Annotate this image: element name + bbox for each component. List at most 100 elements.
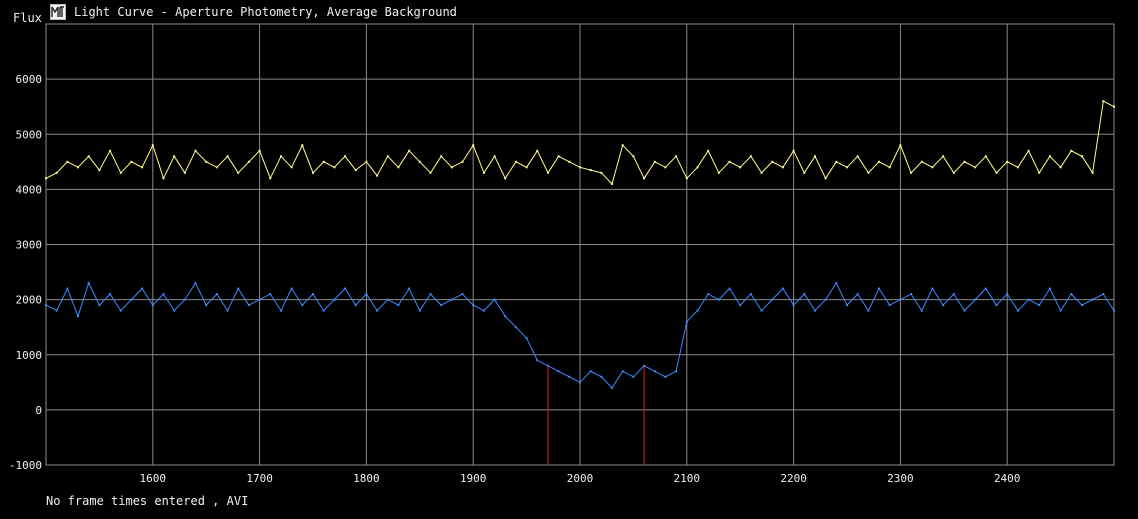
- data-point: [1016, 166, 1019, 169]
- data-point: [472, 304, 475, 307]
- data-point: [525, 337, 528, 340]
- x-tick-label: 2100: [674, 472, 701, 485]
- data-point: [621, 144, 624, 147]
- data-point: [600, 375, 603, 378]
- data-point: [237, 287, 240, 290]
- data-point: [1027, 298, 1030, 301]
- x-tick-label: 1900: [460, 472, 487, 485]
- data-point: [942, 304, 945, 307]
- data-point: [1081, 155, 1083, 158]
- data-point: [130, 298, 133, 301]
- data-point: [55, 171, 58, 174]
- data-point: [867, 171, 870, 174]
- data-point: [664, 166, 667, 169]
- data-point: [162, 177, 165, 180]
- window-title: Light Curve - Aperture Photometry, Avera…: [74, 5, 457, 19]
- data-point: [995, 304, 998, 307]
- data-point: [611, 386, 613, 389]
- data-point: [984, 155, 987, 158]
- data-point: [910, 293, 913, 296]
- data-point: [771, 298, 774, 301]
- app-icon: [50, 4, 66, 20]
- data-point: [557, 370, 560, 373]
- data-point: [846, 166, 848, 169]
- data-point: [952, 293, 955, 296]
- data-point: [514, 326, 517, 329]
- x-tick-label: 1800: [353, 472, 380, 485]
- data-point: [493, 298, 496, 301]
- data-point: [685, 320, 688, 323]
- data-point: [183, 298, 186, 301]
- data-point: [301, 304, 304, 307]
- data-point: [1091, 171, 1094, 174]
- data-point: [931, 287, 934, 290]
- data-point: [749, 155, 752, 158]
- data-point: [312, 293, 314, 296]
- data-point: [611, 182, 613, 185]
- data-point: [824, 177, 827, 180]
- data-point: [66, 160, 69, 163]
- data-point: [856, 293, 859, 296]
- data-point: [322, 160, 325, 163]
- y-tick-label: 0: [35, 404, 42, 417]
- data-point: [194, 149, 197, 152]
- data-point: [87, 282, 90, 285]
- data-point: [814, 155, 816, 158]
- y-tick-label: 6000: [16, 73, 43, 86]
- data-point: [269, 293, 272, 296]
- data-point: [66, 287, 69, 290]
- data-point: [258, 298, 261, 301]
- data-point: [45, 304, 47, 307]
- data-point: [280, 155, 282, 158]
- data-point: [504, 315, 507, 318]
- data-point: [98, 169, 101, 172]
- data-point: [728, 287, 731, 290]
- x-tick-label: 1700: [246, 472, 273, 485]
- data-point: [98, 304, 101, 307]
- data-point: [771, 160, 774, 163]
- data-point: [1038, 304, 1041, 307]
- data-point: [119, 309, 122, 312]
- data-point: [1006, 293, 1009, 296]
- data-point: [365, 293, 368, 296]
- data-point: [333, 166, 336, 169]
- data-point: [846, 304, 848, 307]
- data-point: [461, 160, 464, 163]
- status-text: No frame times entered , AVI: [46, 494, 249, 508]
- data-point: [1070, 149, 1073, 152]
- data-point: [749, 293, 752, 296]
- data-point: [226, 155, 229, 158]
- data-point: [707, 293, 710, 296]
- data-point: [504, 177, 507, 180]
- data-point: [525, 166, 528, 169]
- data-point: [376, 174, 379, 177]
- data-point: [301, 144, 304, 147]
- data-point: [77, 315, 79, 318]
- data-point: [781, 166, 784, 169]
- data-point: [119, 171, 122, 174]
- data-point: [205, 304, 208, 307]
- data-point: [835, 160, 838, 163]
- data-point: [1113, 105, 1115, 108]
- data-point: [215, 166, 218, 169]
- x-tick-label: 2000: [567, 472, 594, 485]
- data-point: [472, 144, 475, 147]
- data-point: [739, 166, 742, 169]
- y-axis-label: Flux: [13, 11, 42, 25]
- data-point: [1048, 287, 1051, 290]
- data-point: [792, 149, 795, 152]
- data-point: [739, 304, 742, 307]
- data-point: [1048, 155, 1051, 158]
- data-point: [365, 160, 368, 163]
- data-point: [1016, 309, 1019, 312]
- y-tick-label: 3000: [16, 239, 43, 252]
- y-tick-label: 5000: [16, 128, 43, 141]
- data-point: [429, 171, 432, 174]
- data-point: [632, 155, 635, 158]
- data-point: [1059, 166, 1062, 169]
- data-point: [856, 155, 859, 158]
- data-point: [173, 155, 176, 158]
- data-point: [536, 149, 539, 152]
- data-point: [109, 293, 112, 296]
- data-point: [696, 166, 699, 169]
